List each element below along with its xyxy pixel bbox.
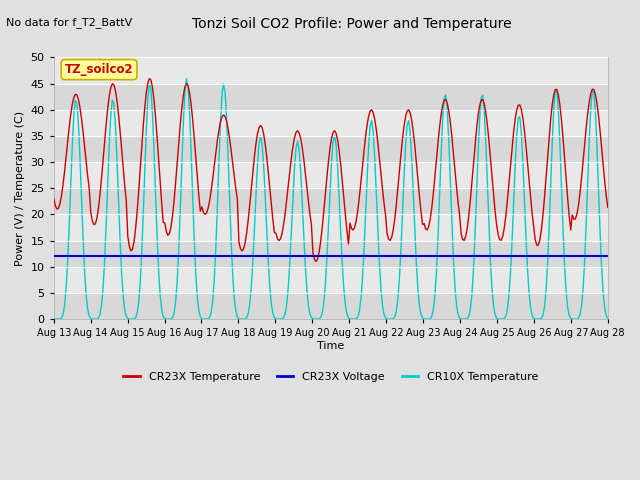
Text: TZ_soilco2: TZ_soilco2 bbox=[65, 63, 133, 76]
Bar bbox=[54, 188, 608, 215]
Bar bbox=[54, 136, 608, 162]
Bar bbox=[54, 293, 608, 319]
X-axis label: Time: Time bbox=[317, 341, 344, 351]
Text: Tonzi Soil CO2 Profile: Power and Temperature: Tonzi Soil CO2 Profile: Power and Temper… bbox=[192, 17, 512, 31]
Y-axis label: Power (V) / Temperature (C): Power (V) / Temperature (C) bbox=[15, 111, 25, 266]
Text: No data for f_T2_BattV: No data for f_T2_BattV bbox=[6, 17, 132, 28]
Bar bbox=[54, 84, 608, 110]
Bar bbox=[54, 240, 608, 267]
Legend: CR23X Temperature, CR23X Voltage, CR10X Temperature: CR23X Temperature, CR23X Voltage, CR10X … bbox=[118, 368, 543, 387]
